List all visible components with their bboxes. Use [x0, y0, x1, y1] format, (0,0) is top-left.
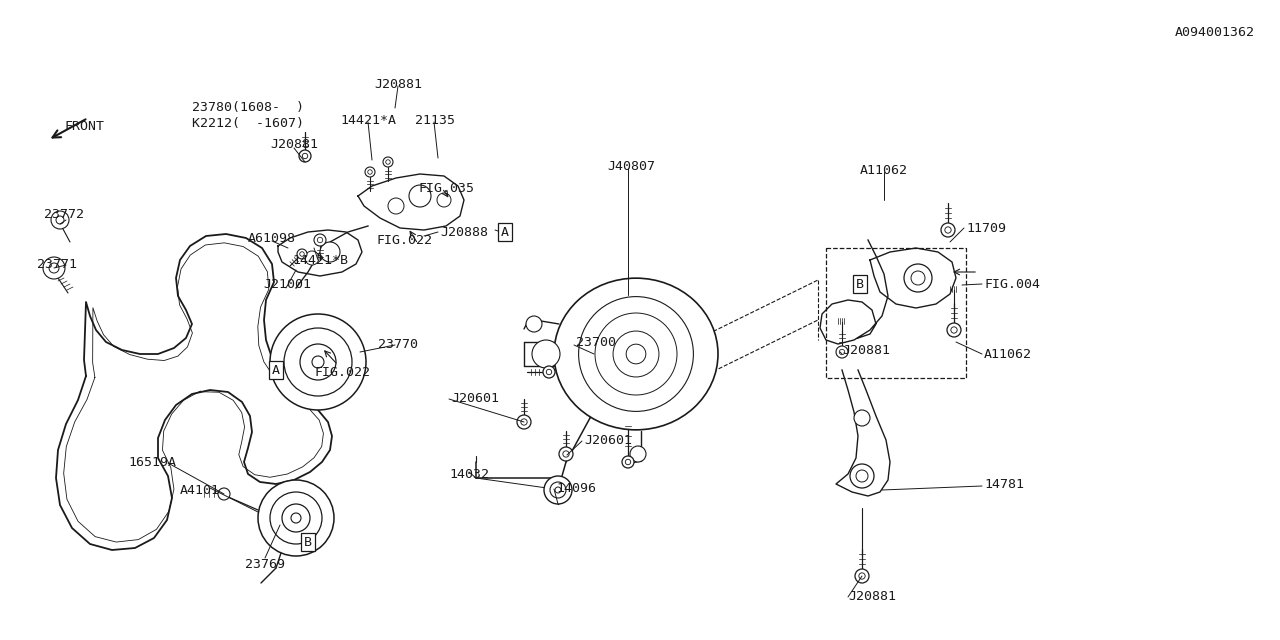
Circle shape: [626, 460, 631, 465]
Circle shape: [367, 170, 372, 174]
Circle shape: [270, 492, 323, 544]
Circle shape: [543, 366, 556, 378]
Text: J20601: J20601: [584, 435, 632, 447]
Text: FIG.022: FIG.022: [315, 365, 371, 378]
Circle shape: [320, 242, 340, 262]
Text: FIG.035: FIG.035: [419, 182, 475, 195]
Circle shape: [622, 456, 634, 468]
Text: J20888: J20888: [440, 225, 488, 239]
Circle shape: [300, 150, 311, 162]
Circle shape: [595, 313, 677, 395]
Text: 11709: 11709: [966, 221, 1006, 234]
Text: 23780(1608-  ): 23780(1608- ): [192, 100, 305, 113]
Text: A: A: [500, 225, 509, 239]
Circle shape: [836, 346, 849, 358]
Circle shape: [291, 513, 301, 523]
Circle shape: [850, 464, 874, 488]
Text: K2212(  -1607): K2212( -1607): [192, 116, 305, 129]
Circle shape: [840, 349, 845, 355]
Text: FIG.004: FIG.004: [984, 278, 1039, 291]
Bar: [826, 248, 966, 378]
Circle shape: [626, 344, 646, 364]
Text: J40807: J40807: [607, 161, 655, 173]
Circle shape: [305, 251, 319, 265]
Circle shape: [547, 369, 552, 374]
Circle shape: [365, 167, 375, 177]
Circle shape: [904, 264, 932, 292]
Circle shape: [856, 470, 868, 482]
Circle shape: [941, 223, 955, 237]
Text: J20881: J20881: [374, 77, 422, 90]
Circle shape: [300, 344, 335, 380]
Circle shape: [259, 480, 334, 556]
Text: 14096: 14096: [556, 483, 596, 495]
Circle shape: [314, 234, 326, 246]
Text: 23771: 23771: [37, 259, 77, 271]
Text: B: B: [856, 278, 864, 291]
Text: J20881: J20881: [842, 344, 890, 356]
Text: 21135: 21135: [415, 113, 454, 127]
Text: 14032: 14032: [449, 467, 489, 481]
Circle shape: [945, 227, 951, 233]
Text: A11062: A11062: [984, 348, 1032, 360]
Circle shape: [56, 216, 64, 224]
Circle shape: [550, 482, 566, 498]
Text: A61098: A61098: [248, 232, 296, 246]
Circle shape: [218, 488, 230, 500]
Circle shape: [951, 327, 957, 333]
Text: A11062: A11062: [860, 163, 908, 177]
Circle shape: [383, 157, 393, 167]
Circle shape: [300, 252, 305, 256]
Circle shape: [855, 569, 869, 583]
Text: J21001: J21001: [262, 278, 311, 291]
Circle shape: [563, 451, 570, 457]
Text: A4101: A4101: [180, 483, 220, 497]
Circle shape: [436, 193, 451, 207]
Text: J20881: J20881: [270, 138, 317, 152]
Circle shape: [302, 154, 307, 159]
Text: 23770: 23770: [378, 339, 419, 351]
Circle shape: [947, 323, 961, 337]
Circle shape: [312, 356, 324, 368]
Circle shape: [284, 328, 352, 396]
Circle shape: [630, 446, 646, 462]
Text: A094001362: A094001362: [1175, 26, 1254, 38]
Text: FIG.022: FIG.022: [376, 234, 433, 248]
Circle shape: [282, 504, 310, 532]
Circle shape: [521, 419, 527, 425]
Circle shape: [532, 340, 561, 368]
Text: FRONT: FRONT: [64, 120, 104, 134]
Text: J20601: J20601: [451, 392, 499, 406]
Circle shape: [613, 331, 659, 377]
Circle shape: [854, 410, 870, 426]
Circle shape: [270, 314, 366, 410]
Circle shape: [388, 198, 404, 214]
Text: J20881: J20881: [849, 591, 896, 604]
Text: 14421*B: 14421*B: [292, 253, 348, 266]
Text: 23772: 23772: [44, 207, 84, 221]
Text: A: A: [273, 364, 280, 376]
Text: 14421*A: 14421*A: [340, 113, 396, 127]
Circle shape: [317, 237, 323, 243]
Circle shape: [911, 271, 925, 285]
Circle shape: [556, 487, 561, 493]
Circle shape: [51, 211, 69, 229]
Circle shape: [410, 185, 431, 207]
Text: 23700: 23700: [576, 337, 616, 349]
Text: 23769: 23769: [244, 559, 285, 572]
Circle shape: [859, 573, 865, 579]
Circle shape: [49, 263, 59, 273]
Circle shape: [544, 476, 572, 504]
Text: B: B: [305, 536, 312, 548]
Ellipse shape: [554, 278, 718, 430]
Circle shape: [559, 447, 573, 461]
Circle shape: [526, 316, 541, 332]
Circle shape: [579, 296, 694, 412]
Text: 16519A: 16519A: [128, 456, 177, 470]
Circle shape: [385, 160, 390, 164]
Circle shape: [44, 257, 65, 279]
Circle shape: [297, 249, 307, 259]
Circle shape: [517, 415, 531, 429]
Text: 14781: 14781: [984, 477, 1024, 490]
